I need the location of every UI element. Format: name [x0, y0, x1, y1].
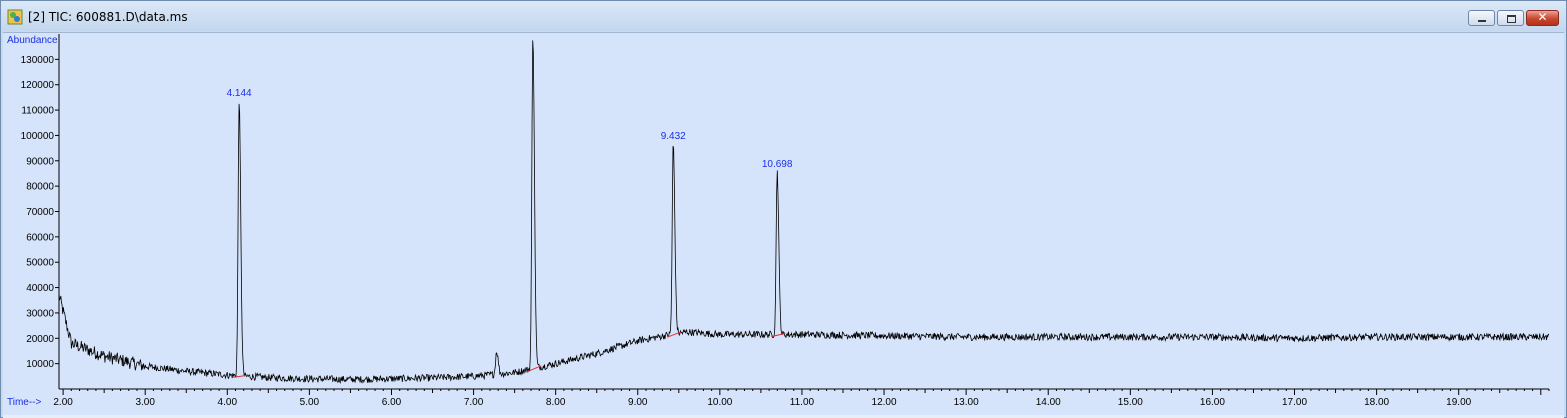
- chromatogram-plot[interactable]: 10000 20000 30000 40000 50000 60000 70000 80000…: [3, 32, 1564, 416]
- title-bar[interactable]: [2] TIC: 600881.D\data.ms ✕: [1, 1, 1566, 31]
- minimize-icon: [1478, 20, 1486, 22]
- x-tick-label: 18.00: [1364, 397, 1389, 408]
- close-button[interactable]: ✕: [1526, 10, 1559, 26]
- y-tick-label: 10000: [26, 359, 54, 370]
- maximize-button[interactable]: [1497, 10, 1524, 26]
- x-tick-label: 9.00: [628, 397, 648, 408]
- integration-mark: [771, 332, 786, 337]
- x-axis-label: Time-->: [7, 397, 42, 408]
- y-tick-label: 120000: [21, 80, 55, 91]
- x-tick-label: 4.00: [218, 397, 238, 408]
- tic-trace: [58, 40, 1550, 385]
- y-tick-label: 60000: [26, 232, 54, 243]
- y-tick-label: 50000: [26, 258, 54, 269]
- x-tick-label: 3.00: [135, 397, 155, 408]
- x-tick-label: 15.00: [1118, 397, 1143, 408]
- tic-chart: 10000 20000 30000 40000 50000 60000 70000 80000…: [7, 34, 1550, 408]
- peak-label: 10.698: [762, 159, 793, 170]
- x-tick-label: 19.00: [1446, 397, 1471, 408]
- minimize-button[interactable]: [1468, 10, 1495, 26]
- x-tick-label: 17.00: [1282, 397, 1307, 408]
- x-tick-label: 13.00: [954, 397, 979, 408]
- x-tick-label: 2.00: [53, 397, 73, 408]
- close-icon: ✕: [1537, 10, 1548, 24]
- chromatogram-icon: [7, 9, 23, 25]
- y-tick-label: 70000: [26, 207, 54, 218]
- y-tick-label: 20000: [26, 334, 54, 345]
- y-tick-label: 30000: [26, 308, 54, 319]
- x-tick-label: 12.00: [872, 397, 897, 408]
- maximize-icon: [1507, 15, 1516, 23]
- x-tick-label: 8.00: [546, 397, 566, 408]
- status-band: [3, 415, 1564, 418]
- integration-mark: [667, 331, 682, 338]
- x-tick-label: 11.00: [790, 397, 815, 408]
- y-axis-label: Abundance: [7, 35, 58, 46]
- y-tick-label: 110000: [21, 106, 54, 117]
- y-tick-label: 40000: [26, 283, 54, 294]
- x-tick-label: 10.00: [707, 397, 732, 408]
- integration-mark: [526, 365, 542, 373]
- peak-label: 4.144: [227, 88, 252, 99]
- y-tick-label: 80000: [26, 182, 54, 193]
- y-tick-label: 90000: [26, 156, 54, 167]
- integration-mark: [233, 374, 248, 378]
- window-title: [2] TIC: 600881.D\data.ms: [28, 10, 188, 24]
- y-tick-label: 130000: [21, 55, 55, 66]
- x-tick-label: 5.00: [300, 397, 320, 408]
- y-tick-label: 100000: [21, 131, 55, 142]
- x-tick-label: 16.00: [1200, 397, 1225, 408]
- x-tick-label: 7.00: [464, 397, 484, 408]
- peak-label: 9.432: [661, 131, 686, 142]
- x-tick-label: 6.00: [382, 397, 402, 408]
- x-tick-label: 14.00: [1036, 397, 1061, 408]
